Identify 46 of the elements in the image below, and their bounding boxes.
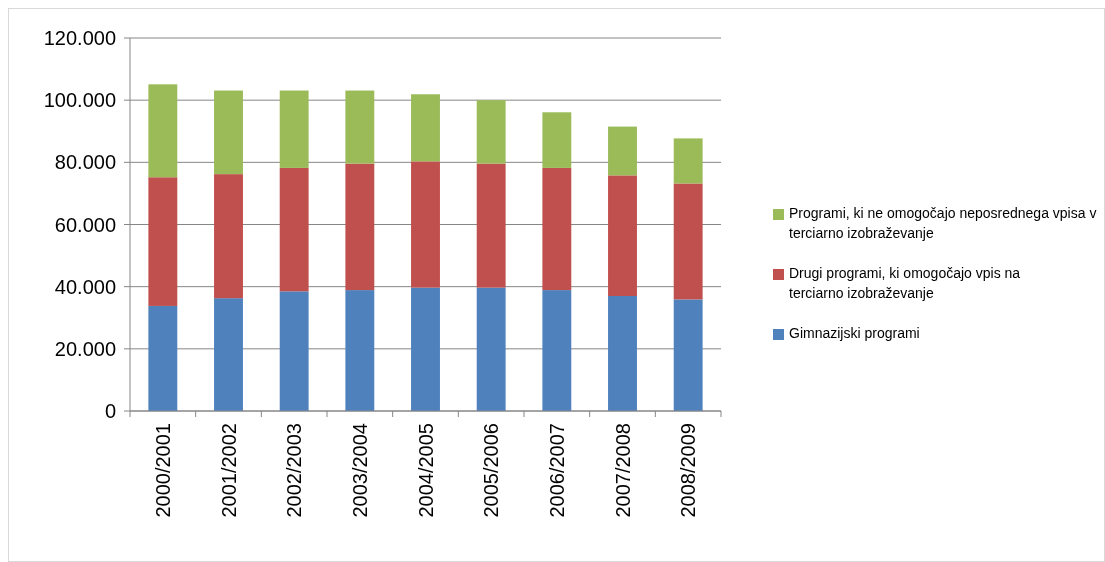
bar	[411, 161, 440, 288]
x-tick-label: 2008/2009	[677, 423, 700, 518]
y-tick-label: 40.000	[54, 275, 116, 298]
bar	[476, 100, 506, 164]
y-tick-label: 60.000	[54, 213, 116, 236]
bar	[476, 287, 506, 411]
bar	[345, 90, 375, 164]
y-tick-label: 20.000	[54, 337, 116, 360]
x-tick-label: 2007/2008	[611, 423, 634, 518]
bar	[214, 174, 243, 299]
bar	[148, 84, 178, 178]
bar	[673, 299, 703, 411]
bar	[608, 175, 637, 296]
bar	[345, 163, 375, 291]
bar	[345, 290, 375, 411]
bar	[673, 138, 703, 184]
x-tick-label: 2005/2006	[480, 423, 503, 518]
bar	[214, 298, 243, 411]
x-tick-label: 2004/2005	[414, 423, 437, 518]
legend-label: Programi, ki ne omogočajo neposrednega vpisa v terciarno izobraževanje	[789, 205, 1097, 241]
bar	[411, 94, 440, 162]
y-tick-label: 0	[104, 400, 116, 422]
x-tick-label: 2003/2004	[348, 423, 371, 518]
y-tick-label: 120.000	[43, 27, 116, 49]
bar	[608, 126, 637, 176]
bar	[279, 291, 309, 411]
bar	[148, 305, 178, 411]
y-tick-label: 100.000	[43, 89, 116, 112]
legend-label: Drugi programi, ki omogočajo vpis na terciarno izobraževanje	[789, 265, 1021, 301]
bar	[608, 295, 637, 411]
bar	[476, 163, 506, 288]
bar	[279, 167, 309, 292]
x-tick-label: 2006/2007	[545, 423, 568, 518]
bar	[673, 183, 703, 300]
bar	[542, 167, 572, 291]
y-tick-label: 80.000	[54, 151, 116, 174]
x-tick-label: 2002/2003	[283, 423, 306, 518]
bar	[542, 290, 572, 411]
bar	[542, 112, 572, 168]
legend-label: Gimnazijski programi	[789, 325, 920, 341]
bar	[279, 90, 309, 168]
x-tick-label: 2000/2001	[151, 423, 174, 518]
bar	[148, 177, 178, 306]
bar	[214, 90, 243, 175]
x-tick-label: 2001/2002	[217, 423, 240, 518]
bar	[411, 287, 440, 411]
